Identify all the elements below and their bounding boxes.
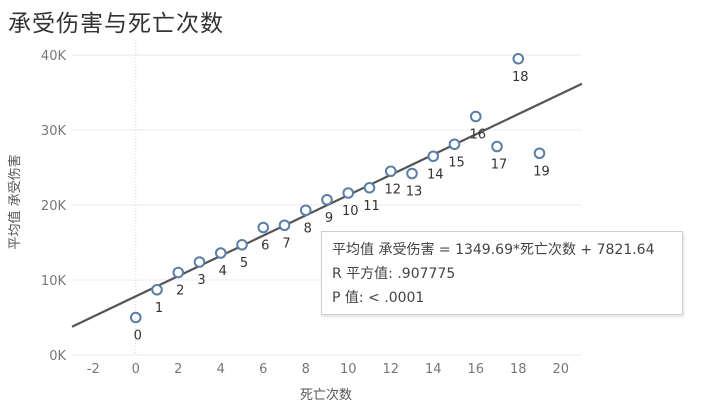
x-tick-label: 2: [174, 362, 182, 377]
x-tick-label: 4: [217, 362, 225, 377]
data-point: [236, 238, 248, 251]
point-label: 4: [219, 264, 227, 279]
x-tick-label: 12: [382, 362, 399, 377]
data-point: [129, 311, 142, 324]
x-tick-label: 20: [552, 362, 569, 377]
data-point: [342, 187, 355, 199]
y-tick-label: 10K: [41, 274, 67, 289]
point-label: 8: [304, 221, 312, 236]
data-point: [512, 52, 525, 65]
point-label: 11: [363, 199, 380, 214]
trend-equation: 平均值 承受伤害 = 1349.69*死亡次数 + 7821.64: [332, 242, 655, 258]
point-label: 7: [282, 236, 290, 251]
trend-tooltip: 平均值 承受伤害 = 1349.69*死亡次数 + 7821.64 R 平方值:…: [321, 231, 683, 315]
p-value: P 值: < .0001: [332, 290, 425, 306]
point-label: 18: [512, 70, 529, 85]
point-label: 0: [134, 329, 142, 344]
data-point: [214, 247, 227, 259]
data-point: [172, 266, 185, 279]
chart-title: 承受伤害与死亡次数: [8, 11, 224, 37]
point-label: 5: [240, 256, 248, 271]
x-tick-label: 10: [340, 362, 357, 377]
y-tick-label: 0K: [49, 349, 66, 364]
data-point: [151, 283, 163, 296]
data-point: [427, 150, 440, 163]
point-label: 10: [342, 204, 359, 219]
r-squared: R 平方值: .907775: [332, 266, 456, 282]
data-point: [278, 219, 291, 232]
data-point: [469, 110, 482, 123]
data-point: [299, 204, 312, 217]
x-axis-ticks: -2 0 2 4 6 8 10 12 14 16 18 20: [87, 362, 569, 377]
y-tick-label: 30K: [41, 124, 67, 139]
point-label: 1: [155, 301, 163, 316]
point-label: 12: [384, 182, 401, 197]
data-point: [448, 138, 461, 151]
data-point: [257, 221, 270, 234]
point-label: 3: [197, 273, 205, 288]
data-point: [406, 167, 418, 180]
point-label: 9: [325, 211, 333, 226]
data-point: [193, 256, 206, 268]
x-tick-label: 0: [132, 362, 140, 377]
x-axis-label: 死亡次数: [300, 387, 352, 403]
x-tick-label: -2: [87, 362, 100, 377]
x-tick-label: 14: [425, 362, 442, 377]
x-tick-label: 6: [259, 362, 267, 377]
point-label: 19: [533, 164, 550, 179]
data-point: [363, 181, 376, 194]
point-label: 14: [427, 167, 444, 182]
point-label: 13: [406, 185, 423, 200]
data-points: [129, 52, 546, 324]
point-label: 15: [448, 155, 465, 170]
y-tick-label: 20K: [41, 199, 67, 214]
x-tick-label: 16: [467, 362, 484, 377]
y-tick-label: 40K: [41, 49, 67, 64]
x-tick-label: 8: [302, 362, 310, 377]
point-label: 16: [469, 128, 486, 143]
data-point: [533, 147, 546, 160]
point-label: 17: [491, 158, 508, 173]
data-point: [491, 140, 503, 153]
y-axis-ticks: 0K 10K 20K 30K 40K: [41, 49, 67, 364]
data-point: [321, 193, 333, 206]
y-axis-label: 平均值 承受伤害: [7, 154, 23, 249]
x-tick-label: 18: [510, 362, 527, 377]
data-point: [384, 165, 397, 178]
point-label: 2: [176, 284, 184, 299]
point-label: 6: [261, 239, 269, 254]
